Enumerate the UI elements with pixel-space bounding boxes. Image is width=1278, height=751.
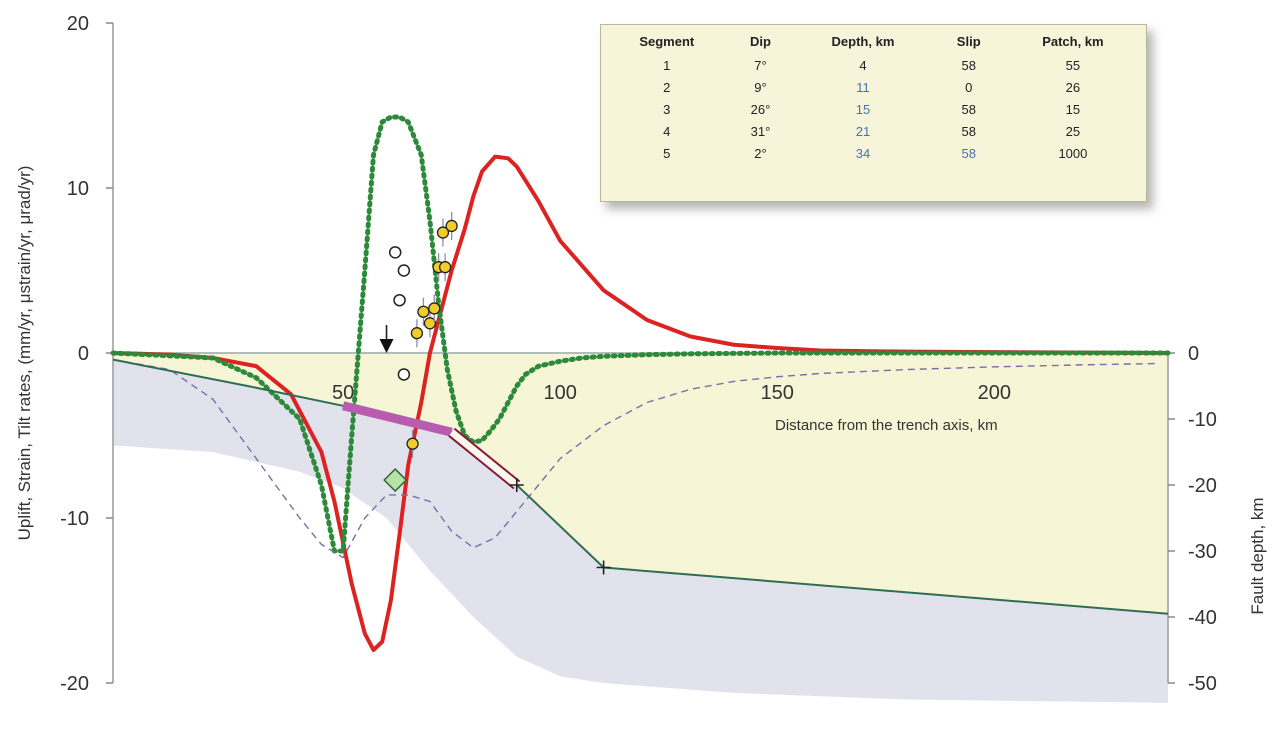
observation-point (406, 437, 419, 450)
table-cell: 11 (856, 79, 870, 95)
observation-point (417, 305, 430, 318)
table-cell: 26° (750, 101, 771, 117)
table-row: 4 31° 21 58 25 (601, 120, 1146, 142)
fault-node-marker (596, 560, 611, 575)
table-cell: 0 (965, 79, 973, 95)
diamond-marker (383, 467, 408, 493)
table-cell: 4 (663, 123, 671, 139)
y-tick-label: 20 (67, 13, 89, 35)
table-header-slip: Slip (956, 34, 981, 49)
table-cell: 15 (855, 101, 871, 117)
table-cell: 7° (754, 57, 767, 73)
table-cell: 2 (663, 79, 671, 95)
upper-plate-region (113, 353, 1168, 614)
open-observation-point (397, 264, 411, 277)
y-tick-label: -10 (60, 508, 89, 530)
table-cell: 15 (1065, 101, 1081, 117)
table-cell: 58 (961, 123, 976, 139)
y2-tick-label: -40 (1188, 607, 1217, 629)
y-axis-label: Uplift, Strain, Tilt rates, (mm/yr, μstr… (15, 166, 34, 541)
table-header-patch: Patch, km (1042, 34, 1104, 49)
x-axis-label: Distance from the trench axis, km (775, 417, 998, 434)
parameters-table: Segment Dip Depth, km Slip Patch, km 1 7… (601, 31, 1146, 164)
table-cell: 9° (754, 79, 767, 95)
y-tick-label: -20 (60, 673, 89, 695)
observation-point (423, 317, 437, 330)
table-row: 5 2° 34 58 1000 (601, 142, 1146, 164)
table-cell: 4 (859, 57, 867, 73)
observation-point (445, 219, 458, 233)
table-header-row: Segment Dip Depth, km Slip Patch, km (601, 31, 1146, 54)
fault-parameters-table: Segment Dip Depth, km Slip Patch, km 1 7… (600, 24, 1147, 202)
table-cell: 31° (750, 123, 771, 139)
open-observation-point (393, 293, 406, 307)
observation-point (438, 261, 452, 274)
table-cell: 25 (1065, 123, 1081, 139)
fault-node-marker (509, 478, 524, 492)
tilt-rate-line (112, 358, 1155, 559)
y2-axis-label: Fault depth, km (1248, 497, 1267, 614)
slip-patch (342, 401, 453, 437)
x-tick-label: 200 (978, 382, 1011, 404)
y2-tick-label: -50 (1188, 673, 1217, 695)
y2-tick-label: -20 (1188, 475, 1217, 497)
observation-point (428, 302, 441, 315)
table-header-segment: Segment (639, 34, 695, 49)
table-cell: 5 (663, 145, 671, 161)
data-markers (342, 211, 611, 575)
table-cell: 2° (754, 145, 767, 161)
strain-rate-line (110, 114, 1171, 554)
table-cell: 1000 (1058, 145, 1088, 161)
x-tick-label: 150 (761, 382, 794, 404)
x-tick-label: 100 (543, 382, 576, 404)
table-row: 2 9° 11 0 26 (601, 76, 1146, 98)
y-tick-label: 0 (78, 343, 89, 365)
table-cell: 58 (961, 57, 976, 73)
observation-point (410, 327, 424, 340)
open-observation-point (397, 368, 411, 381)
y-tick-label: 10 (67, 178, 89, 200)
x-tick-label: 50 (332, 382, 354, 404)
y2-tick-label: 0 (1188, 343, 1199, 365)
table-cell: 58 (961, 101, 976, 117)
uplift-rate-line (112, 154, 1169, 652)
table-cell: 34 (855, 145, 871, 161)
open-observation-point (388, 246, 402, 259)
table-cell: 21 (855, 123, 871, 139)
table-header-dip: Dip (749, 34, 771, 49)
table-cell: 58 (961, 145, 976, 161)
trench-arrow-head (379, 339, 394, 353)
table-row: 1 7° 4 58 55 (601, 54, 1146, 76)
table-header-depth: Depth, km (831, 34, 895, 49)
y2-tick-label: -30 (1188, 541, 1217, 563)
plate-regions (113, 353, 1168, 703)
slip-patch-hollow (449, 429, 519, 488)
table-cell: 55 (1065, 57, 1081, 73)
table-row: 3 26° 15 58 15 (601, 98, 1146, 120)
table-cell: 1 (663, 57, 671, 73)
lower-plate-region (113, 359, 1168, 703)
y2-tick-label: -10 (1188, 409, 1217, 431)
table-cell: 3 (663, 101, 671, 117)
table-cell: 26 (1065, 79, 1081, 95)
observation-point (436, 226, 450, 239)
